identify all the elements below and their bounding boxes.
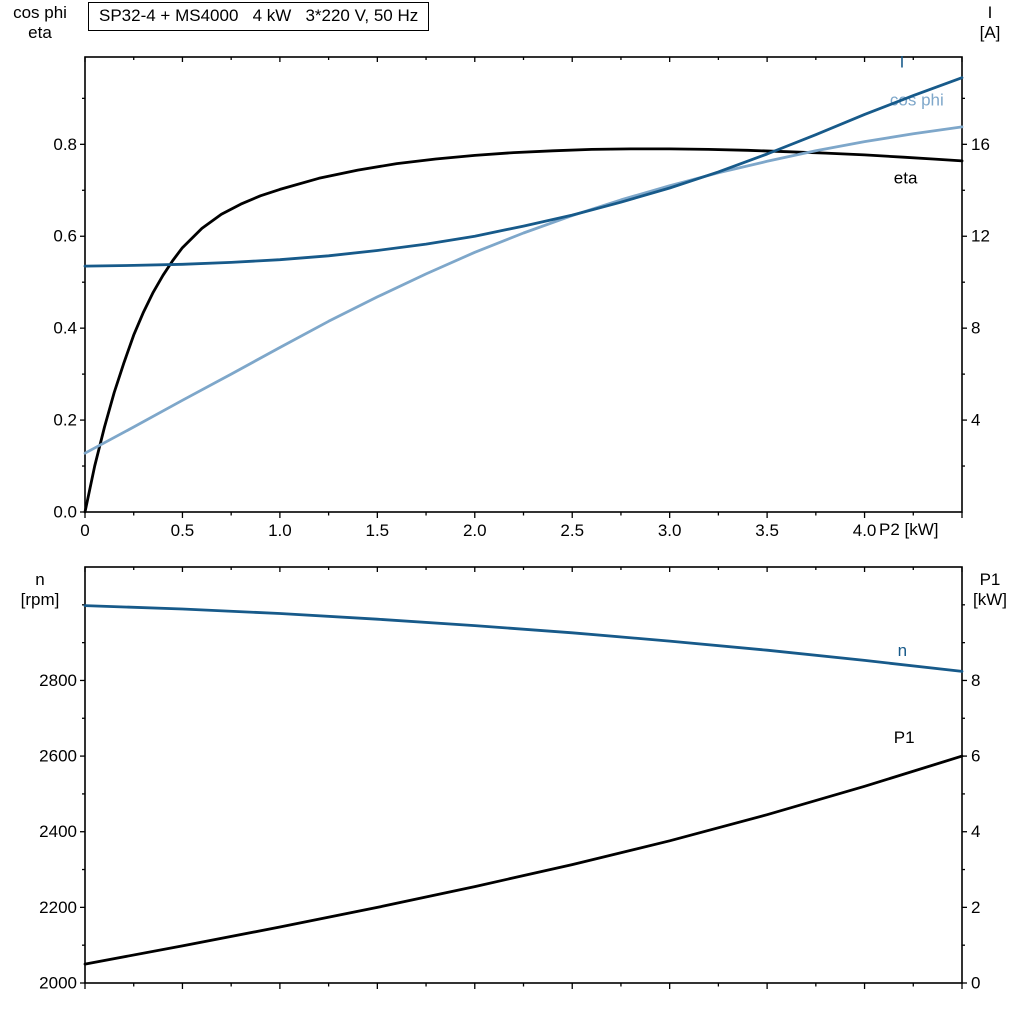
right-tick-label: 8 bbox=[971, 671, 980, 690]
left-tick-label: 2400 bbox=[39, 822, 77, 841]
top-chart-left-axis-title: cos phi eta bbox=[2, 3, 78, 43]
left-axis-title-line1: cos phi bbox=[13, 3, 67, 22]
left-axis-title-line2: eta bbox=[28, 23, 52, 42]
x-tick-label: 3.5 bbox=[755, 521, 779, 540]
curve-label-cos-phi: cos phi bbox=[890, 90, 944, 109]
left-tick-label: 0.6 bbox=[53, 227, 77, 246]
x-tick-label: 2.5 bbox=[560, 521, 584, 540]
left-tick-label: 2600 bbox=[39, 747, 77, 766]
right-tick-label: 8 bbox=[971, 319, 980, 338]
x-tick-label: 2.0 bbox=[463, 521, 487, 540]
x-tick-label: 1.0 bbox=[268, 521, 292, 540]
x-tick-label: 3.0 bbox=[658, 521, 682, 540]
curve-cos-phi bbox=[83, 125, 964, 455]
left-tick-label: 0.8 bbox=[53, 135, 77, 154]
left-tick-label: 2200 bbox=[39, 898, 77, 917]
left-tick-label: 0.0 bbox=[53, 503, 77, 522]
curve-label-speed: n bbox=[898, 641, 907, 660]
curve-label-p1-power: P1 bbox=[894, 728, 915, 747]
curve-label-current: I bbox=[900, 52, 905, 71]
speed-axis-title-line2: [rpm] bbox=[20, 590, 60, 609]
right-tick-label: 16 bbox=[971, 135, 990, 154]
right-tick-label: 2 bbox=[971, 898, 980, 917]
right-axis-title-line1: I bbox=[987, 3, 993, 22]
right-axis-title-line2: [A] bbox=[979, 23, 1001, 42]
plot-border bbox=[84, 56, 963, 513]
chart-title: SP32-4 + MS4000 4 kW 3*220 V, 50 Hz bbox=[88, 2, 430, 31]
speed-axis-title-line1: n bbox=[35, 570, 45, 589]
curve-p1-power bbox=[83, 754, 964, 966]
bottom-chart-right-axis-title: P1 [kW] bbox=[962, 570, 1018, 610]
curve-label-eta: eta bbox=[894, 168, 918, 187]
right-tick-label: 0 bbox=[971, 974, 980, 993]
top-chart-right-axis-title: I [A] bbox=[962, 3, 1018, 43]
bottom-chart-left-axis-title: n [rpm] bbox=[2, 570, 78, 610]
x-tick-label: 4.0 bbox=[853, 521, 877, 540]
p1-axis-title-line1: P1 bbox=[979, 570, 1001, 589]
right-tick-label: 12 bbox=[971, 227, 990, 246]
right-tick-label: 6 bbox=[971, 747, 980, 766]
chart-1: 2000 2200 2400 2600 2800 0 2 4 6 8 n P1 bbox=[39, 566, 980, 993]
x-tick-label: 0.5 bbox=[171, 521, 195, 540]
left-tick-label: 0.2 bbox=[53, 411, 77, 430]
curve-eta bbox=[83, 147, 964, 514]
x-tick-label: 0 bbox=[80, 521, 89, 540]
left-tick-label: 0.4 bbox=[53, 319, 77, 338]
left-tick-label: 2000 bbox=[39, 974, 77, 993]
chart-0: 0 0.5 1.0 1.5 2.0 2.5 3.0 3.5 4.0 0.0 0.2 0.4 0.6 0.8… bbox=[53, 52, 990, 540]
right-tick-label: 4 bbox=[971, 411, 980, 430]
p1-axis-title-line2: [kW] bbox=[973, 590, 1007, 609]
x-tick-label: 1.5 bbox=[366, 521, 390, 540]
curve-current bbox=[83, 76, 964, 268]
right-tick-label: 4 bbox=[971, 822, 980, 841]
x-axis-label-p2: P2 [kW] bbox=[879, 520, 939, 539]
left-tick-label: 2800 bbox=[39, 671, 77, 690]
curve-speed bbox=[83, 604, 964, 673]
